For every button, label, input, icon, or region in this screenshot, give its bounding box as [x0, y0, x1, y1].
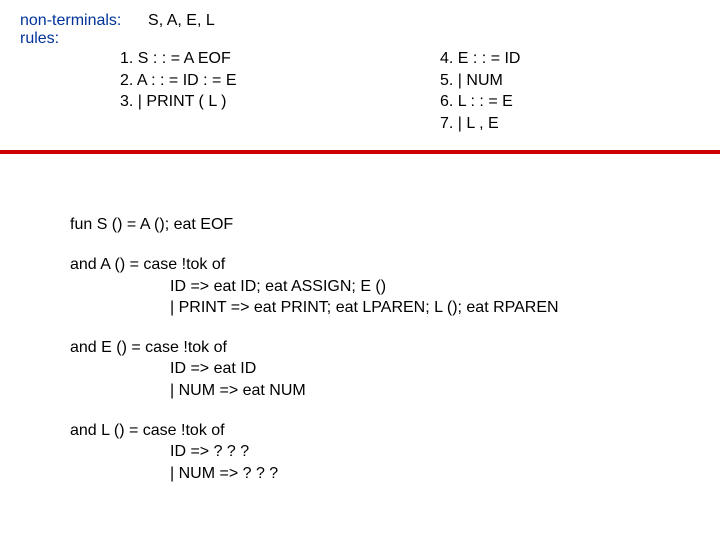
- fun-l-head: and L () = case !tok of: [70, 420, 720, 442]
- function-definitions: fun S () = A (); eat EOF and A () = case…: [0, 154, 720, 484]
- fun-e-head: and E () = case !tok of: [70, 337, 720, 359]
- rule-4: 4. E : : = ID: [440, 48, 660, 70]
- nonterminals-label: non-terminals:: [20, 12, 121, 30]
- rules-right-column: 4. E : : = ID 5. | NUM 6. L : : = E 7. |…: [440, 48, 660, 134]
- fun-e-case-num: | NUM => eat NUM: [170, 380, 720, 402]
- rule-3: 3. | PRINT ( L ): [120, 91, 440, 113]
- rule-7: 7. | L , E: [440, 113, 660, 135]
- fun-l-case-id: ID => ? ? ?: [170, 441, 720, 463]
- rules-label: rules:: [20, 30, 59, 48]
- fun-a-case-id: ID => eat ID; eat ASSIGN; E (): [170, 276, 720, 298]
- fun-l-case-num: | NUM => ? ? ?: [170, 463, 720, 485]
- rule-1: 1. S : : = A EOF: [120, 48, 440, 70]
- fun-a-head: and A () = case !tok of: [70, 254, 720, 276]
- rules-left-column: 1. S : : = A EOF 2. A : : = ID : = E 3. …: [120, 48, 440, 113]
- nonterminals-value: S, A, E, L: [148, 12, 215, 29]
- fun-e-case-id: ID => eat ID: [170, 358, 720, 380]
- rule-5: 5. | NUM: [440, 70, 660, 92]
- rule-2: 2. A : : = ID : = E: [120, 70, 440, 92]
- fun-s: fun S () = A (); eat EOF: [70, 214, 720, 236]
- rule-6: 6. L : : = E: [440, 91, 660, 113]
- fun-a-case-print: | PRINT => eat PRINT; eat LPAREN; L (); …: [170, 297, 720, 319]
- grammar-header: non-terminals: S, A, E, L rules: 1. S : …: [0, 0, 720, 144]
